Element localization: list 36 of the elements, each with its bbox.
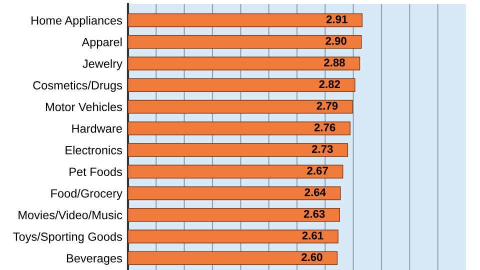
data-label: 2.79: [316, 102, 338, 110]
bar: [128, 100, 353, 114]
bar: [128, 78, 356, 92]
bar: [128, 143, 348, 157]
y-tick-label: Beverages: [66, 254, 122, 265]
data-label: 2.76: [314, 123, 336, 132]
bar: [128, 208, 340, 222]
data-label: 2.67: [307, 166, 328, 175]
data-label: 2.82: [319, 80, 340, 88]
bar: [128, 13, 363, 28]
y-tick-label: Apparel: [82, 38, 122, 49]
y-tick-label: Food/Grocery: [51, 188, 122, 200]
data-label: 2.61: [302, 232, 324, 240]
data-label: 2.64: [304, 188, 326, 196]
y-tick-label: Movies/Video/Music: [18, 210, 122, 220]
y-tick-label: Hardware: [72, 124, 122, 133]
data-label: 2.63: [304, 210, 325, 218]
y-tick-label: Toys/Sporting Goods: [13, 232, 122, 244]
y-tick-label: Electronics: [66, 146, 122, 154]
bar: [128, 35, 362, 49]
bar: [128, 56, 360, 70]
bar: [128, 186, 341, 200]
y-tick-label: Cosmetics/Drugs: [33, 80, 122, 92]
y-tick-label: Home Appliances: [32, 16, 122, 27]
data-label: 2.73: [312, 145, 333, 153]
y-tick-label: Motor Vehicles: [46, 102, 122, 112]
data-label: 2.60: [302, 253, 322, 262]
y-tick-label: Pet Foods: [70, 167, 122, 176]
y-tick-label: Jewelry: [82, 59, 122, 70]
data-label: 2.91: [326, 15, 348, 24]
bar: [128, 251, 338, 265]
bar: [128, 230, 338, 244]
bar: [128, 122, 350, 136]
data-label: 2.90: [326, 37, 346, 45]
data-label: 2.88: [324, 58, 345, 66]
bar: [128, 164, 344, 178]
